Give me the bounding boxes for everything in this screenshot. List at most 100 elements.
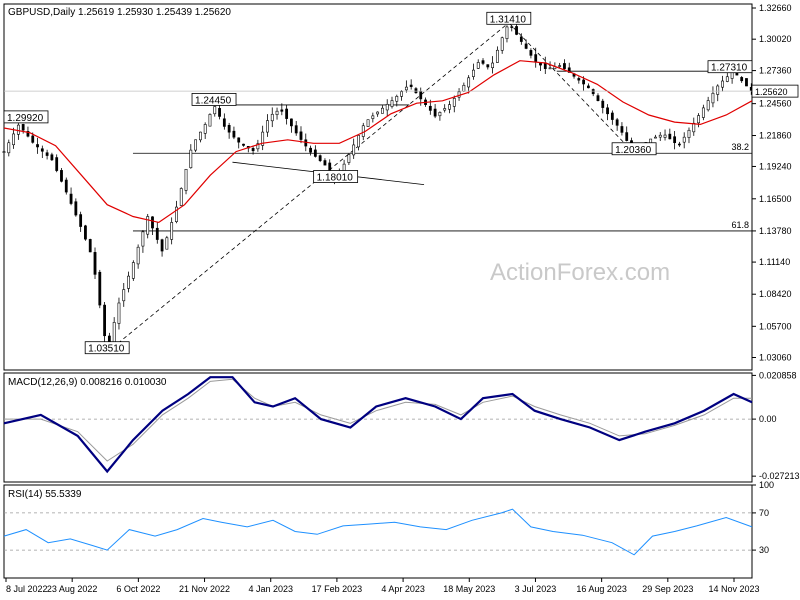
rsi-ytick-label: 100 [759, 480, 774, 490]
price-header: GBPUSD,Daily 1.25619 1.25930 1.25439 1.2… [8, 7, 231, 18]
swing-dashed-line [106, 22, 510, 353]
macd-ytick-label: 0.00 [759, 414, 777, 424]
candle-body [198, 131, 202, 141]
xtick-label: 6 Oct 2022 [116, 584, 160, 594]
price-annotation-label: 1.31410 [490, 14, 527, 25]
candle-body [93, 252, 97, 275]
candle-body [433, 108, 437, 117]
candle-body [476, 62, 480, 69]
candle-body [443, 108, 447, 111]
candle-body [577, 78, 581, 81]
candle-body [213, 106, 217, 115]
price-annotation-label: 1.18010 [317, 173, 354, 184]
candle-body [189, 149, 193, 169]
candle-body [448, 104, 451, 110]
candle-body [725, 76, 729, 82]
xtick-label: 3 Jul 2023 [515, 584, 557, 594]
candle-body [529, 50, 533, 56]
candle-body [64, 179, 68, 193]
candle-body [668, 133, 672, 140]
candle-body [745, 78, 748, 87]
candle-body [256, 143, 260, 150]
candle-body [438, 112, 442, 117]
candle-body [175, 206, 178, 222]
candle-body [414, 88, 418, 94]
candle-body [519, 36, 523, 42]
candle-body [515, 26, 518, 35]
candle-body [721, 80, 724, 88]
candle-body [404, 86, 408, 91]
candle-body [74, 201, 78, 216]
candle-body [270, 113, 274, 122]
price-annotation-label: 1.03510 [88, 344, 125, 355]
price-ytick-label: 1.05700 [759, 321, 792, 331]
candle-body [534, 54, 538, 62]
candle-body [60, 170, 63, 182]
candle-body [98, 271, 102, 306]
candle-body [495, 49, 499, 63]
candle-body [290, 118, 293, 127]
candle-body [615, 119, 619, 126]
candle-body [400, 91, 403, 97]
candle-body [232, 130, 236, 138]
candle-body [457, 91, 461, 98]
candle-body [409, 84, 413, 87]
candle-body [678, 143, 681, 146]
price-ytick-label: 1.32660 [759, 3, 792, 13]
candle-body [601, 100, 605, 108]
xtick-label: 16 Aug 2023 [576, 584, 627, 594]
candle-body [218, 108, 221, 117]
candles-group [2, 22, 753, 346]
candle-body [558, 65, 562, 67]
macd-ytick-label: 0.020858 [759, 370, 797, 380]
candle-body [323, 160, 327, 166]
candle-body [318, 155, 322, 161]
candle-body [12, 133, 15, 146]
candle-body [194, 139, 198, 151]
level-label: 61.8 [731, 220, 749, 230]
price-ytick-label: 1.03060 [759, 352, 792, 362]
candle-body [366, 119, 370, 127]
candle-body [69, 193, 73, 204]
candle-body [486, 64, 490, 68]
candle-body [88, 239, 92, 253]
candle-body [586, 85, 590, 89]
candle-body [682, 136, 686, 143]
candle-body [591, 89, 595, 95]
price-annotation-label: 1.27310 [711, 63, 748, 74]
candle-body [467, 77, 471, 88]
last-price-tag [751, 84, 799, 98]
moving-average-line [3, 60, 753, 224]
price-ytick-label: 1.27360 [759, 66, 792, 76]
candle-body [79, 214, 83, 227]
xtick-label: 8 Jul 2022 [6, 584, 48, 594]
candle-body [31, 135, 35, 143]
candle-body [563, 63, 566, 69]
candle-body [50, 154, 54, 161]
xtick-label: 4 Jan 2023 [248, 584, 293, 594]
candle-body [357, 135, 360, 148]
candle-body [510, 26, 514, 28]
candle-body [620, 126, 624, 133]
candle-body [127, 275, 130, 289]
candle-body [505, 26, 509, 39]
candle-body [663, 134, 667, 138]
price-ytick-label: 1.08420 [759, 289, 792, 299]
candle-body [419, 91, 423, 100]
price-ytick-label: 1.21860 [759, 131, 792, 141]
candle-body [313, 149, 317, 157]
candle-body [266, 120, 269, 133]
xtick-label: 17 Feb 2023 [312, 584, 363, 594]
candle-body [701, 107, 705, 118]
candle-body [582, 79, 586, 85]
candle-body [36, 144, 39, 148]
candle-body [692, 122, 696, 133]
candle-body [299, 131, 303, 140]
candle-body [103, 304, 106, 337]
candle-body [395, 96, 399, 102]
candle-body [716, 85, 720, 95]
candle-body [385, 104, 389, 111]
last-price-label: 1.25620 [755, 87, 788, 97]
